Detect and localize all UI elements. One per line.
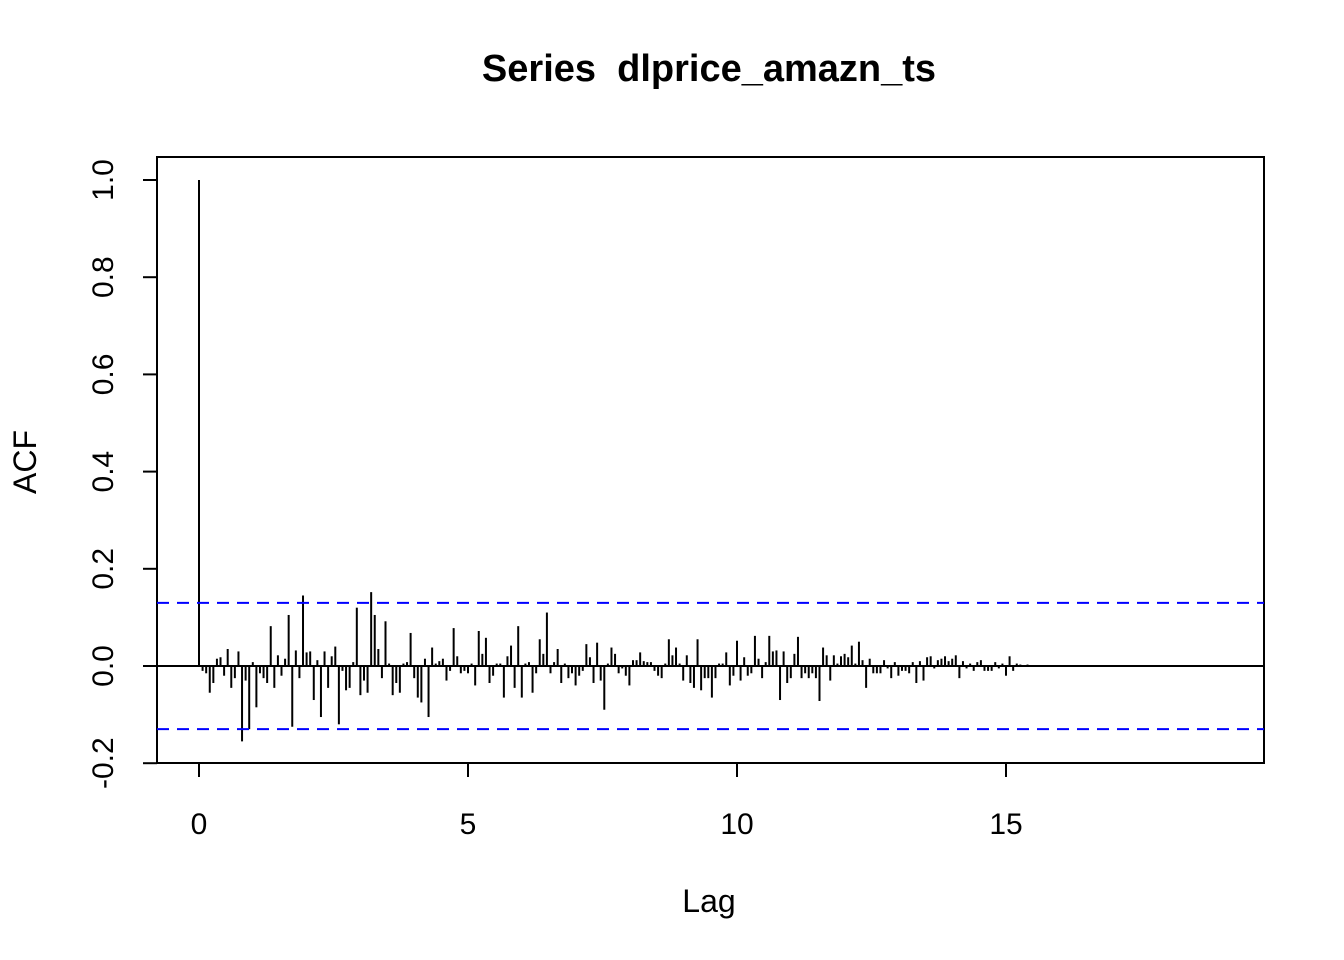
y-tick-label: 0.0	[87, 645, 120, 687]
plot-border	[156, 156, 1265, 764]
x-tick-label: 10	[720, 808, 753, 841]
plot-frame	[156, 156, 1265, 764]
y-tick-label: 1.0	[87, 159, 120, 201]
y-tick-label: 0.6	[87, 354, 120, 396]
x-tick-label: 5	[460, 808, 477, 841]
y-tick-label: 0.2	[87, 548, 120, 590]
x-axis: 0 5 10 15	[191, 762, 1023, 841]
y-axis-label: ACF	[7, 430, 43, 494]
chart-title: Series dlprice_amazn_ts	[482, 48, 936, 90]
y-tick-label: -0.2	[87, 737, 120, 789]
y-tick-label: 0.8	[87, 256, 120, 298]
x-tick-label: 0	[191, 808, 208, 841]
y-axis: -0.2 0.0 0.2 0.4 0.6 0.8 1.0	[87, 159, 158, 789]
x-axis-label: Lag	[682, 883, 735, 919]
y-tick-label: 0.4	[87, 451, 120, 493]
acf-bars	[198, 180, 1029, 742]
x-tick-label: 15	[989, 808, 1022, 841]
